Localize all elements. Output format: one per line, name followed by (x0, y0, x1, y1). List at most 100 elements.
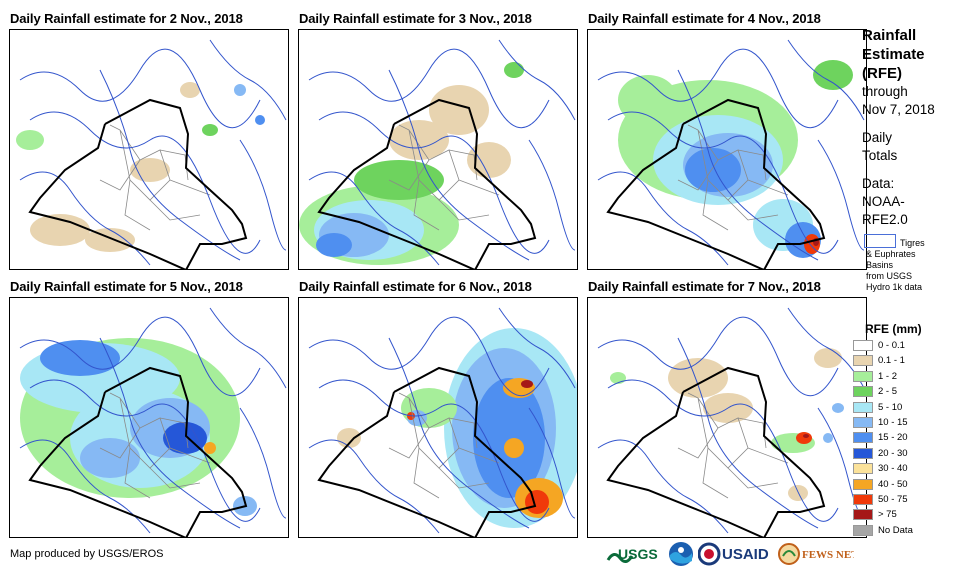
admin-boundary (687, 392, 699, 399)
basin-text-line: Tigres (900, 238, 925, 248)
admin-boundary (149, 199, 201, 221)
country-border (28, 98, 248, 269)
rfe-label: 50 - 75 (878, 493, 908, 505)
rfe-color-swatch (853, 478, 873, 490)
rfe-color-swatch (853, 463, 873, 475)
rainfall-area (473, 378, 545, 498)
basin-line (308, 439, 440, 534)
admin-boundary (737, 417, 767, 449)
rainfall-area (234, 84, 246, 96)
legend-totals: Totals (862, 148, 898, 163)
map-panel-nov5: Daily Rainfall estimate for 5 Nov., 2018 (9, 279, 289, 538)
country-border (317, 98, 537, 269)
basin-swatch (864, 234, 896, 248)
rfe-color-swatch (853, 370, 873, 382)
admin-boundary (124, 179, 151, 231)
rfe-color-swatch (853, 524, 873, 536)
rfe-label: > 75 (878, 509, 897, 521)
noaa-logo (668, 540, 694, 568)
map-panel-nov3: Daily Rainfall estimate for 3 Nov., 2018 (298, 11, 578, 270)
rfe-label: 0 - 0.1 (878, 340, 905, 351)
rainfall-area (180, 82, 200, 98)
basin-line (19, 48, 261, 129)
admin-boundary (109, 392, 121, 399)
rfe-label: 40 - 50 (878, 478, 908, 490)
basin-line (308, 316, 550, 397)
admin-boundary (458, 179, 500, 196)
admin-boundary (109, 124, 121, 131)
rainfall-area (504, 62, 524, 78)
legend-header: Rainfall Estimate (RFE) through Nov 7, 2… (862, 26, 966, 229)
rainfall-area (525, 490, 549, 514)
map-panel-nov4: Daily Rainfall estimate for 4 Nov., 2018 (587, 11, 867, 270)
admin-boundary (677, 159, 719, 191)
rfe-color-swatch (853, 493, 873, 505)
admin-boundary (413, 447, 440, 499)
basin-text-line: & Euphrates (866, 249, 916, 259)
country-border (606, 366, 826, 537)
map-canvas (597, 307, 865, 537)
basin-line (498, 307, 576, 389)
rainfall-map (298, 297, 578, 538)
map-canvas (19, 307, 287, 537)
rfe-color-swatch (853, 509, 873, 521)
rfe-color-swatch (853, 416, 873, 428)
admin-boundary (737, 149, 767, 181)
usgs-logo: USGS (606, 540, 666, 568)
usgs-icon: USGS (606, 546, 658, 563)
admin-boundary (159, 149, 189, 181)
legend-title-line: (RFE) (862, 65, 902, 82)
country-border (28, 366, 248, 537)
panel-title: Daily Rainfall estimate for 3 Nov., 2018 (299, 11, 532, 26)
map-panel-nov7: Daily Rainfall estimate for 7 Nov., 2018 (587, 279, 867, 538)
rfe-color-swatch (853, 401, 873, 413)
admin-boundary (727, 199, 779, 221)
agency-logos: USGS USAID FEWS NET (606, 540, 856, 570)
basin-line (19, 171, 151, 266)
basin-line (597, 439, 729, 534)
rainfall-map (587, 297, 867, 538)
rainfall-area (685, 148, 741, 192)
rainfall-area (521, 380, 533, 388)
rainfall-area (832, 403, 844, 413)
panel-title: Daily Rainfall estimate for 4 Nov., 2018 (588, 11, 821, 26)
country-border (606, 98, 826, 269)
basin-line (239, 139, 287, 251)
admin-boundary (169, 447, 211, 464)
admin-boundary (438, 199, 490, 221)
rainfall-map (9, 297, 289, 538)
basin-line (308, 48, 550, 129)
legend-title-line: Rainfall (862, 27, 917, 44)
rainfall-area (30, 214, 90, 246)
basin-text-line: from USGS (866, 271, 913, 281)
rfe-color-swatch (853, 432, 873, 444)
rfe-color-swatch (853, 355, 873, 367)
admin-boundary (413, 179, 440, 231)
rfe-label: 2 - 5 (878, 386, 898, 398)
usaid-icon: USAID (698, 542, 769, 566)
legend-title-line: Estimate (862, 46, 925, 63)
rainfall-area (796, 432, 812, 444)
legend-daily: Daily (862, 130, 893, 145)
legend-date: Nov 7, 2018 (862, 102, 935, 117)
rfe-label: 30 - 40 (878, 463, 908, 475)
admin-boundary (388, 159, 430, 191)
panel-title: Daily Rainfall estimate for 7 Nov., 2018 (588, 279, 821, 294)
rainfall-area (255, 115, 265, 125)
rfe-color-swatch (853, 386, 873, 398)
admin-boundary (727, 467, 779, 489)
rainfall-area (204, 442, 216, 454)
rainfall-area (389, 120, 449, 160)
admin-boundary (747, 179, 789, 196)
basin-line (528, 139, 576, 251)
basin-line (19, 316, 261, 397)
rainfall-area (467, 142, 511, 178)
rainfall-area (823, 433, 833, 443)
fewsnet-icon: FEWS NET (778, 543, 854, 565)
panel-title: Daily Rainfall estimate for 5 Nov., 2018 (10, 279, 243, 294)
admin-boundary (677, 427, 719, 459)
rfe-label: 20 - 30 (878, 447, 908, 459)
usaid-logo: USAID (698, 540, 778, 568)
rfe-label: No Data (878, 524, 913, 536)
map-canvas (16, 39, 287, 269)
